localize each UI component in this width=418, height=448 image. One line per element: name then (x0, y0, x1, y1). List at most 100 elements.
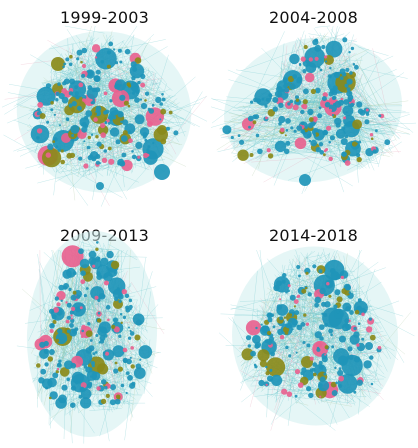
node (314, 87, 321, 94)
edge (268, 132, 272, 135)
node (106, 64, 111, 69)
node (92, 98, 95, 102)
node (378, 114, 382, 118)
node (347, 346, 353, 352)
network-graph (210, 25, 417, 195)
node (139, 98, 143, 101)
edge (309, 67, 335, 108)
node (62, 81, 67, 86)
node (71, 306, 76, 311)
node (87, 322, 91, 326)
node (159, 118, 162, 121)
edge (74, 285, 83, 387)
edge (69, 276, 100, 359)
node (328, 328, 333, 334)
node (305, 322, 310, 326)
node (103, 91, 108, 96)
node (129, 308, 132, 311)
node (81, 73, 86, 78)
edge (28, 106, 148, 111)
edge (60, 394, 142, 396)
node (324, 345, 329, 350)
node (344, 289, 351, 296)
node (295, 95, 299, 100)
node (350, 373, 353, 377)
node (68, 88, 74, 93)
node (107, 122, 111, 125)
node (111, 324, 116, 329)
node (91, 364, 95, 368)
node (81, 63, 87, 69)
node (96, 318, 101, 323)
node (295, 98, 300, 102)
edge (321, 25, 338, 106)
node (89, 154, 93, 158)
edge (290, 365, 301, 384)
node (331, 390, 338, 396)
edge (300, 262, 378, 330)
node (120, 383, 125, 388)
node (104, 120, 107, 123)
node (94, 295, 99, 300)
node (314, 38, 318, 43)
edge (321, 400, 353, 407)
node (318, 106, 322, 110)
edge (65, 145, 104, 177)
edge (55, 342, 81, 361)
node (44, 362, 49, 367)
node (302, 59, 310, 67)
node (312, 264, 317, 269)
edge (58, 161, 129, 173)
edge (231, 135, 309, 139)
node (377, 345, 382, 350)
edge (59, 300, 107, 306)
node (72, 271, 77, 275)
edge (43, 107, 53, 115)
edge (121, 352, 150, 407)
node (283, 148, 290, 155)
node (272, 325, 276, 329)
node (312, 362, 317, 367)
edge (305, 254, 337, 366)
edge (47, 120, 151, 149)
node (95, 47, 117, 70)
node (344, 134, 349, 139)
node (258, 379, 265, 387)
node (306, 133, 312, 138)
node (66, 302, 72, 308)
node (341, 126, 345, 131)
node (80, 60, 83, 64)
node (289, 99, 294, 104)
edge (268, 130, 281, 138)
node (113, 271, 116, 274)
node (331, 345, 335, 349)
edge (121, 46, 124, 67)
edge (260, 130, 267, 147)
node (318, 383, 323, 388)
node (78, 248, 84, 255)
edge (284, 280, 384, 387)
node (105, 393, 110, 398)
edge (365, 110, 400, 139)
node (53, 307, 59, 313)
node (304, 126, 308, 129)
edge (68, 329, 128, 375)
edge (346, 264, 405, 363)
node (369, 133, 374, 137)
node (131, 150, 134, 153)
node (50, 108, 54, 112)
node (90, 133, 94, 136)
node (102, 294, 106, 298)
edge (62, 291, 123, 347)
node (80, 270, 86, 276)
node (59, 336, 64, 341)
network-panel-1999-2003: 1999-2003 (0, 0, 209, 224)
node (52, 372, 59, 379)
edge (258, 123, 274, 139)
node (122, 130, 128, 136)
node (107, 318, 110, 322)
node (239, 139, 245, 145)
node (107, 146, 112, 151)
node (354, 64, 359, 70)
node (230, 135, 234, 140)
